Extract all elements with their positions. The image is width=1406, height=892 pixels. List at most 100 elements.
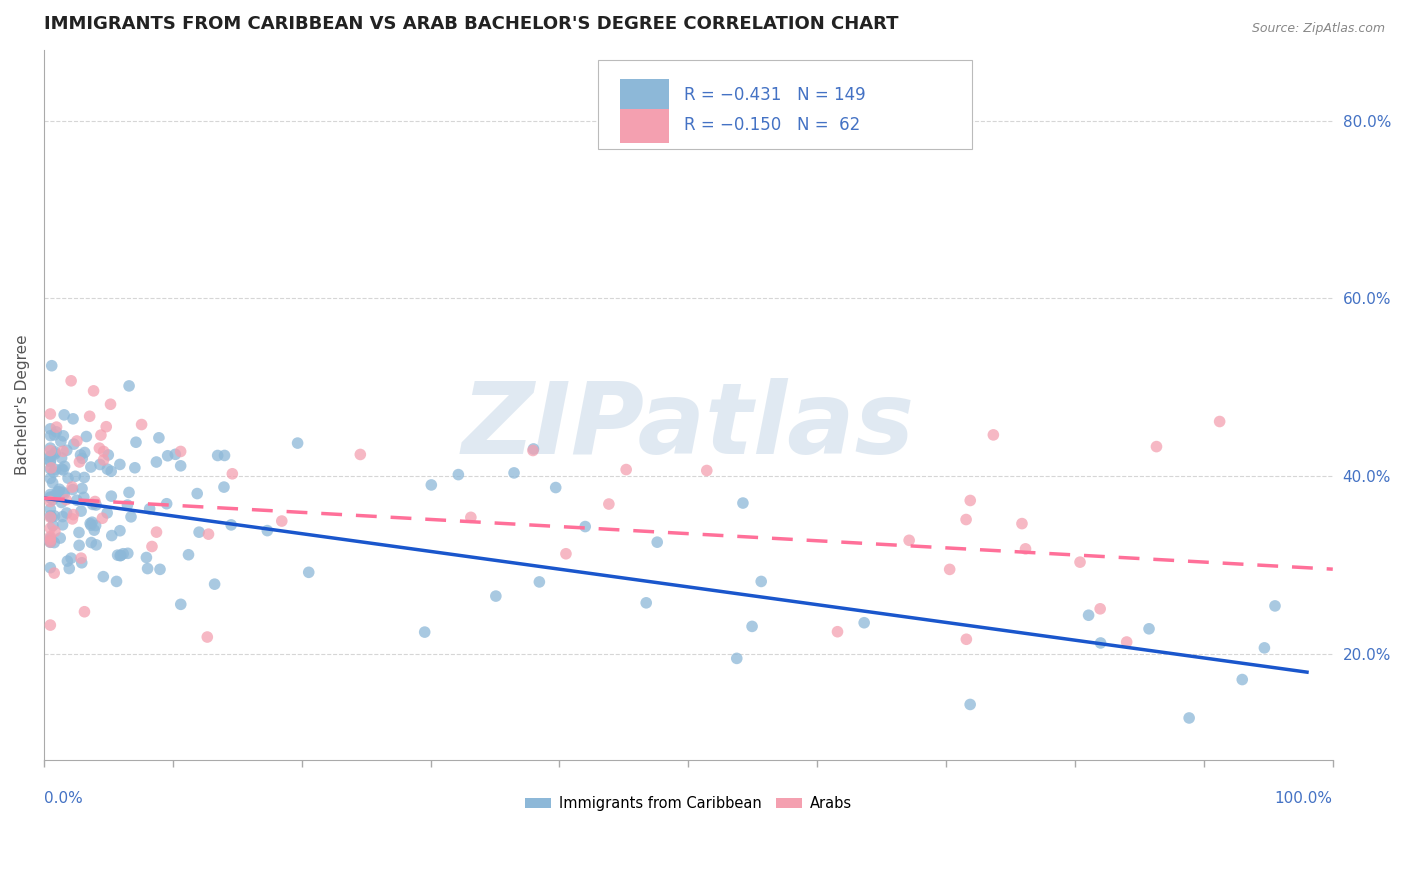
Point bbox=[485, 589, 508, 603]
Point bbox=[131, 417, 153, 432]
Point bbox=[42, 466, 65, 480]
Point bbox=[555, 547, 578, 561]
Point bbox=[93, 453, 115, 467]
Point bbox=[125, 435, 148, 450]
Point bbox=[62, 412, 84, 426]
Point bbox=[195, 630, 218, 644]
Point bbox=[82, 497, 104, 511]
Point bbox=[44, 445, 66, 459]
Point bbox=[256, 524, 278, 538]
Point bbox=[41, 359, 63, 373]
Point bbox=[955, 512, 977, 526]
Point bbox=[349, 447, 371, 461]
Point bbox=[221, 467, 243, 481]
Point bbox=[827, 624, 849, 639]
Point bbox=[39, 422, 62, 436]
Point bbox=[89, 458, 111, 472]
Point bbox=[70, 451, 93, 466]
Point bbox=[112, 547, 135, 561]
Point bbox=[84, 498, 107, 512]
Point bbox=[96, 419, 118, 434]
Point bbox=[207, 449, 229, 463]
Text: 0.0%: 0.0% bbox=[44, 790, 83, 805]
Point bbox=[177, 548, 200, 562]
Point bbox=[49, 434, 72, 449]
Point bbox=[100, 397, 122, 411]
Point bbox=[214, 449, 236, 463]
Point bbox=[39, 490, 62, 504]
Point bbox=[39, 502, 62, 516]
Point bbox=[696, 463, 718, 477]
Point bbox=[39, 531, 62, 545]
Point bbox=[65, 469, 87, 483]
Point bbox=[645, 535, 668, 549]
Point bbox=[898, 533, 921, 548]
Point bbox=[447, 467, 470, 482]
Point bbox=[70, 556, 93, 570]
Point bbox=[39, 530, 62, 544]
Text: ZIPatlas: ZIPatlas bbox=[461, 377, 915, 475]
Point bbox=[959, 493, 981, 508]
Point bbox=[91, 511, 114, 525]
Point bbox=[204, 577, 226, 591]
Point bbox=[39, 471, 62, 485]
Point bbox=[188, 525, 211, 540]
Point bbox=[82, 515, 104, 529]
Point bbox=[1208, 415, 1230, 429]
Bar bbox=[620, 109, 669, 143]
Point bbox=[118, 485, 141, 500]
Point bbox=[96, 506, 118, 520]
Point bbox=[39, 534, 62, 549]
Point bbox=[598, 497, 620, 511]
Point bbox=[1014, 541, 1036, 556]
Point bbox=[522, 443, 544, 458]
Point bbox=[62, 508, 84, 522]
Point bbox=[58, 561, 80, 575]
Point bbox=[67, 538, 90, 552]
Text: Source: ZipAtlas.com: Source: ZipAtlas.com bbox=[1251, 22, 1385, 36]
Point bbox=[53, 408, 76, 422]
Point bbox=[39, 535, 62, 549]
Point bbox=[118, 379, 141, 393]
Point bbox=[1011, 516, 1033, 531]
Point bbox=[73, 470, 96, 484]
Point bbox=[39, 618, 62, 632]
Point bbox=[145, 455, 167, 469]
Point bbox=[91, 569, 114, 583]
Point bbox=[60, 551, 83, 566]
Point bbox=[39, 461, 62, 475]
Point bbox=[97, 448, 120, 462]
Point bbox=[544, 481, 567, 495]
Point bbox=[66, 493, 89, 508]
Point bbox=[69, 448, 91, 462]
Point bbox=[136, 561, 159, 575]
Point bbox=[460, 510, 482, 524]
Point bbox=[51, 462, 73, 476]
Point bbox=[420, 478, 443, 492]
Point bbox=[51, 450, 73, 465]
Point bbox=[138, 501, 160, 516]
Point bbox=[66, 434, 89, 448]
Point bbox=[39, 533, 62, 548]
Point bbox=[52, 463, 75, 477]
Point bbox=[105, 574, 128, 589]
Legend: Immigrants from Caribbean, Arabs: Immigrants from Caribbean, Arabs bbox=[519, 790, 858, 817]
Point bbox=[84, 494, 107, 508]
Point bbox=[156, 449, 179, 463]
Point bbox=[219, 517, 242, 532]
Point bbox=[41, 510, 63, 524]
Point bbox=[725, 651, 748, 665]
Bar bbox=[620, 78, 669, 112]
Point bbox=[117, 498, 139, 512]
Point bbox=[52, 429, 75, 443]
Point bbox=[959, 698, 981, 712]
Point bbox=[1178, 711, 1201, 725]
Point bbox=[70, 482, 93, 496]
Point bbox=[108, 549, 131, 563]
Point bbox=[44, 535, 66, 549]
Point bbox=[55, 443, 77, 458]
Point bbox=[44, 447, 66, 461]
Point bbox=[53, 487, 76, 501]
Point bbox=[170, 598, 193, 612]
Point bbox=[270, 514, 292, 528]
